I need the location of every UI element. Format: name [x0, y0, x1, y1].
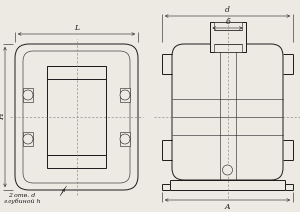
Circle shape	[223, 165, 232, 175]
Bar	[214, 44, 242, 52]
Bar	[47, 72, 106, 162]
FancyBboxPatch shape	[15, 44, 138, 190]
Bar	[47, 66, 106, 79]
Bar	[120, 132, 130, 146]
Text: L: L	[74, 24, 79, 32]
Bar	[209, 22, 245, 52]
Circle shape	[23, 134, 33, 144]
Bar	[120, 88, 130, 102]
Circle shape	[23, 90, 33, 100]
Text: глубиной h: глубиной h	[4, 198, 40, 204]
Bar	[214, 22, 242, 30]
Circle shape	[120, 90, 130, 100]
Bar	[23, 132, 33, 146]
Bar	[23, 88, 33, 102]
Text: H: H	[0, 114, 6, 120]
Text: A: A	[225, 203, 230, 211]
Text: б: б	[225, 18, 230, 26]
Text: 2 отв. d: 2 отв. d	[8, 193, 35, 198]
Circle shape	[120, 134, 130, 144]
Bar	[47, 155, 106, 168]
FancyBboxPatch shape	[172, 44, 283, 180]
Text: d: d	[225, 6, 230, 14]
